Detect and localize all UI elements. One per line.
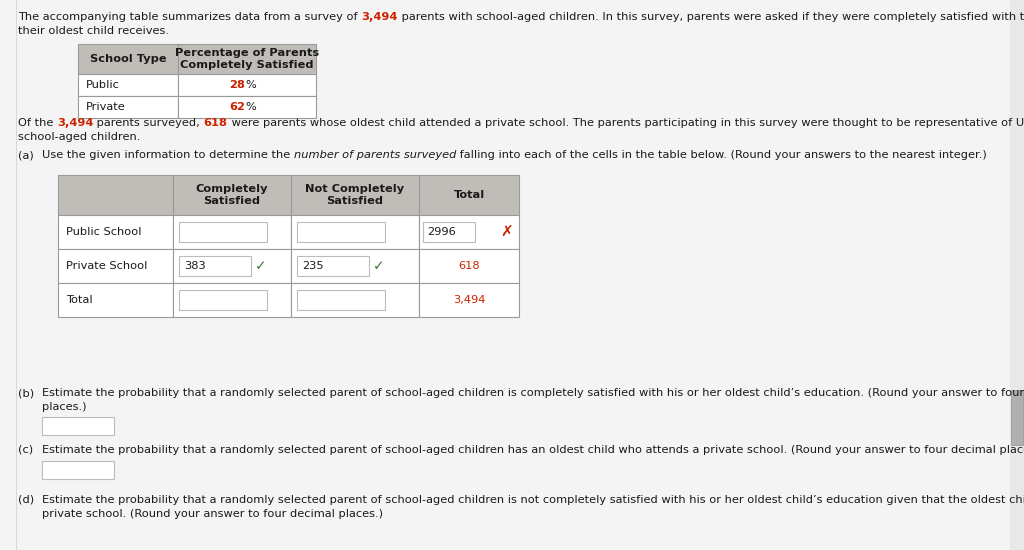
Bar — [179, 256, 251, 276]
Bar — [291, 283, 419, 317]
Bar — [173, 175, 291, 215]
Text: falling into each of the cells in the table below. (Round your answers to the ne: falling into each of the cells in the ta… — [457, 150, 987, 160]
Bar — [419, 215, 519, 249]
Bar — [419, 283, 519, 317]
Text: 3,494: 3,494 — [361, 12, 397, 22]
Bar — [179, 222, 267, 242]
Text: %: % — [245, 80, 256, 90]
Bar — [1010, 0, 1024, 550]
Bar — [58, 283, 173, 317]
Text: 383: 383 — [184, 261, 206, 271]
Bar — [419, 175, 519, 215]
Text: Total: Total — [66, 295, 92, 305]
Text: 235: 235 — [302, 261, 324, 271]
Bar — [78, 96, 178, 118]
Text: 2996: 2996 — [427, 227, 456, 237]
Bar — [58, 175, 173, 215]
Bar — [419, 249, 519, 283]
Text: 3,494: 3,494 — [453, 295, 485, 305]
Text: school-aged children.: school-aged children. — [18, 132, 140, 142]
Text: School Type: School Type — [90, 54, 166, 64]
Bar — [178, 74, 316, 96]
Text: 62: 62 — [229, 102, 245, 112]
Bar — [178, 44, 316, 74]
Text: (d): (d) — [18, 495, 34, 505]
Text: ✓: ✓ — [373, 259, 385, 273]
Text: (c): (c) — [18, 445, 33, 455]
Text: Public: Public — [86, 80, 120, 90]
Text: (a): (a) — [18, 150, 34, 160]
Text: The accompanying table summarizes data from a survey of: The accompanying table summarizes data f… — [18, 12, 361, 22]
Text: 618: 618 — [204, 118, 227, 128]
Text: Of the: Of the — [18, 118, 57, 128]
Text: %: % — [245, 102, 256, 112]
Bar — [173, 215, 291, 249]
Text: 28: 28 — [229, 80, 245, 90]
Bar — [178, 96, 316, 118]
Bar — [78, 44, 178, 74]
Bar — [291, 249, 419, 283]
Bar — [173, 249, 291, 283]
Text: Use the given information to determine the: Use the given information to determine t… — [42, 150, 294, 160]
Bar — [179, 290, 267, 310]
Bar — [58, 249, 173, 283]
Text: ✗: ✗ — [501, 224, 513, 239]
Text: Total: Total — [454, 190, 484, 200]
Text: places.): places.) — [42, 402, 86, 412]
Text: Estimate the probability that a randomly selected parent of school-aged children: Estimate the probability that a randomly… — [42, 495, 1024, 505]
Text: were parents whose oldest child attended a private school. The parents participa: were parents whose oldest child attended… — [227, 118, 1024, 128]
Bar — [42, 417, 114, 435]
Bar — [291, 215, 419, 249]
Bar — [423, 222, 475, 242]
Text: Estimate the probability that a randomly selected parent of school-aged children: Estimate the probability that a randomly… — [42, 445, 1024, 455]
Text: parents with school-aged children. In this survey, parents were asked if they we: parents with school-aged children. In th… — [397, 12, 1024, 22]
Bar — [58, 215, 173, 249]
Text: Percentage of Parents
Completely Satisfied: Percentage of Parents Completely Satisfi… — [175, 48, 319, 70]
Text: private school. (Round your answer to four decimal places.): private school. (Round your answer to fo… — [42, 509, 383, 519]
Bar — [42, 461, 114, 479]
Bar — [1011, 390, 1023, 445]
Bar — [173, 283, 291, 317]
Text: 3,494: 3,494 — [57, 118, 93, 128]
Bar — [297, 290, 385, 310]
Bar — [78, 74, 178, 96]
Text: Public School: Public School — [66, 227, 141, 237]
Text: (b): (b) — [18, 388, 34, 398]
Text: parents surveyed,: parents surveyed, — [93, 118, 204, 128]
Text: Not Completely
Satisfied: Not Completely Satisfied — [305, 184, 404, 206]
Text: Completely
Satisfied: Completely Satisfied — [196, 184, 268, 206]
Bar — [297, 256, 369, 276]
Text: Private School: Private School — [66, 261, 147, 271]
Text: Estimate the probability that a randomly selected parent of school-aged children: Estimate the probability that a randomly… — [42, 388, 1024, 398]
Text: Private: Private — [86, 102, 126, 112]
Text: their oldest child receives.: their oldest child receives. — [18, 26, 169, 36]
Bar — [291, 175, 419, 215]
Bar — [297, 222, 385, 242]
Text: 618: 618 — [458, 261, 480, 271]
Text: number of parents surveyed: number of parents surveyed — [294, 150, 457, 160]
Text: ✓: ✓ — [255, 259, 266, 273]
